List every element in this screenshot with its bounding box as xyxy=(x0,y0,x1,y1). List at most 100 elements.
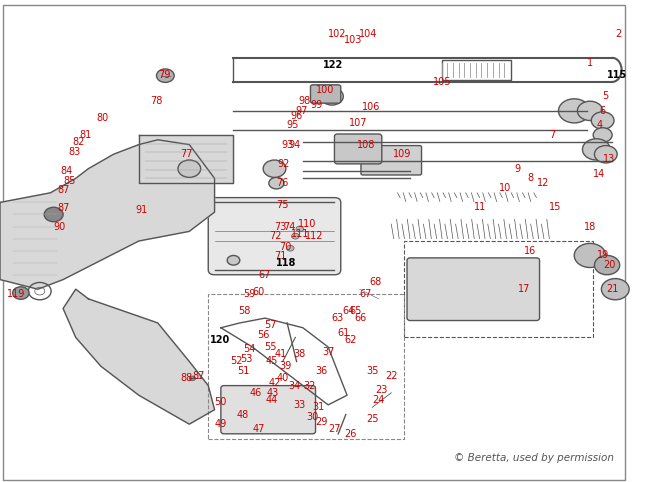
Text: 63: 63 xyxy=(332,313,344,323)
Text: 93: 93 xyxy=(281,140,293,149)
Text: 32: 32 xyxy=(303,381,315,390)
Text: 72: 72 xyxy=(270,231,282,241)
Text: 95: 95 xyxy=(286,120,298,130)
Text: 13: 13 xyxy=(603,154,615,164)
Polygon shape xyxy=(139,135,233,183)
Text: 38: 38 xyxy=(294,349,306,359)
Circle shape xyxy=(157,69,174,82)
Text: 58: 58 xyxy=(239,306,251,316)
Text: 119: 119 xyxy=(7,289,25,299)
Text: 57: 57 xyxy=(264,321,276,330)
Circle shape xyxy=(558,99,590,123)
Text: 67: 67 xyxy=(259,270,271,280)
Circle shape xyxy=(320,88,343,105)
Text: 48: 48 xyxy=(237,410,249,419)
Text: 33: 33 xyxy=(294,400,306,410)
Text: 6: 6 xyxy=(599,106,606,116)
Text: 85: 85 xyxy=(63,176,75,186)
Text: 64: 64 xyxy=(343,306,355,316)
Circle shape xyxy=(577,101,603,120)
Text: 21: 21 xyxy=(606,284,618,294)
Text: 109: 109 xyxy=(393,149,412,159)
FancyBboxPatch shape xyxy=(208,198,341,275)
Text: 79: 79 xyxy=(158,70,170,80)
Text: 87: 87 xyxy=(192,371,205,381)
Text: 67: 67 xyxy=(360,289,372,299)
Text: 105: 105 xyxy=(432,77,451,87)
Text: 7: 7 xyxy=(549,130,555,140)
Text: 65: 65 xyxy=(349,306,361,316)
Text: 96: 96 xyxy=(291,111,303,120)
Circle shape xyxy=(601,279,629,300)
Text: 62: 62 xyxy=(344,335,356,345)
Text: © Beretta, used by permission: © Beretta, used by permission xyxy=(454,453,614,463)
Text: 34: 34 xyxy=(289,381,301,390)
Circle shape xyxy=(269,177,284,189)
Text: 97: 97 xyxy=(296,106,308,116)
FancyBboxPatch shape xyxy=(221,386,315,434)
Text: 76: 76 xyxy=(276,178,288,188)
FancyBboxPatch shape xyxy=(311,85,341,103)
Text: 108: 108 xyxy=(357,140,375,149)
Text: 56: 56 xyxy=(257,330,270,340)
Text: 106: 106 xyxy=(362,102,380,112)
Circle shape xyxy=(12,287,29,299)
Text: 87: 87 xyxy=(57,186,70,195)
Text: 122: 122 xyxy=(322,60,343,70)
Text: 98: 98 xyxy=(298,96,310,106)
Text: 118: 118 xyxy=(276,258,296,268)
Text: 11: 11 xyxy=(473,202,486,212)
Text: 84: 84 xyxy=(60,166,72,176)
Text: 1: 1 xyxy=(587,58,593,67)
Text: 52: 52 xyxy=(230,357,243,366)
Text: 94: 94 xyxy=(289,140,301,149)
Text: 88: 88 xyxy=(180,374,192,383)
Text: 70: 70 xyxy=(280,242,292,252)
Text: 82: 82 xyxy=(73,137,85,147)
Text: 54: 54 xyxy=(243,345,255,354)
Text: 74: 74 xyxy=(283,222,295,231)
Text: 15: 15 xyxy=(549,202,562,212)
Text: 30: 30 xyxy=(306,412,318,422)
Text: 40: 40 xyxy=(277,374,289,383)
Text: 26: 26 xyxy=(344,429,356,439)
FancyBboxPatch shape xyxy=(361,146,422,175)
Text: 112: 112 xyxy=(305,231,324,241)
Text: 49: 49 xyxy=(214,419,227,429)
Text: 36: 36 xyxy=(316,366,328,376)
Text: 107: 107 xyxy=(349,118,368,128)
Text: 46: 46 xyxy=(250,388,262,398)
Text: 31: 31 xyxy=(313,402,325,412)
FancyBboxPatch shape xyxy=(407,258,540,321)
Circle shape xyxy=(593,128,612,142)
Circle shape xyxy=(227,255,240,265)
Text: 71: 71 xyxy=(275,252,287,261)
Text: 59: 59 xyxy=(243,289,255,299)
Circle shape xyxy=(595,255,619,275)
Text: 99: 99 xyxy=(310,100,322,109)
Text: 4: 4 xyxy=(597,120,603,130)
Text: 23: 23 xyxy=(376,386,388,395)
Text: 41: 41 xyxy=(275,349,287,359)
Text: 20: 20 xyxy=(603,260,615,270)
Text: 55: 55 xyxy=(264,342,276,352)
Text: 12: 12 xyxy=(536,178,549,188)
Text: 47: 47 xyxy=(253,424,265,434)
Text: 53: 53 xyxy=(240,354,252,364)
Text: 92: 92 xyxy=(278,159,290,169)
Text: 68: 68 xyxy=(369,277,382,287)
Circle shape xyxy=(263,160,286,177)
Text: 120: 120 xyxy=(209,335,229,345)
Circle shape xyxy=(178,160,201,177)
Text: 10: 10 xyxy=(499,183,511,193)
Text: 87: 87 xyxy=(57,203,70,213)
Text: 18: 18 xyxy=(584,222,596,231)
Text: 75: 75 xyxy=(276,200,289,210)
Text: 14: 14 xyxy=(593,169,606,178)
Circle shape xyxy=(292,233,299,239)
Text: 104: 104 xyxy=(359,29,377,39)
Circle shape xyxy=(287,245,294,251)
Text: 81: 81 xyxy=(79,130,91,140)
Text: 110: 110 xyxy=(298,219,316,229)
Text: 8: 8 xyxy=(527,174,533,183)
